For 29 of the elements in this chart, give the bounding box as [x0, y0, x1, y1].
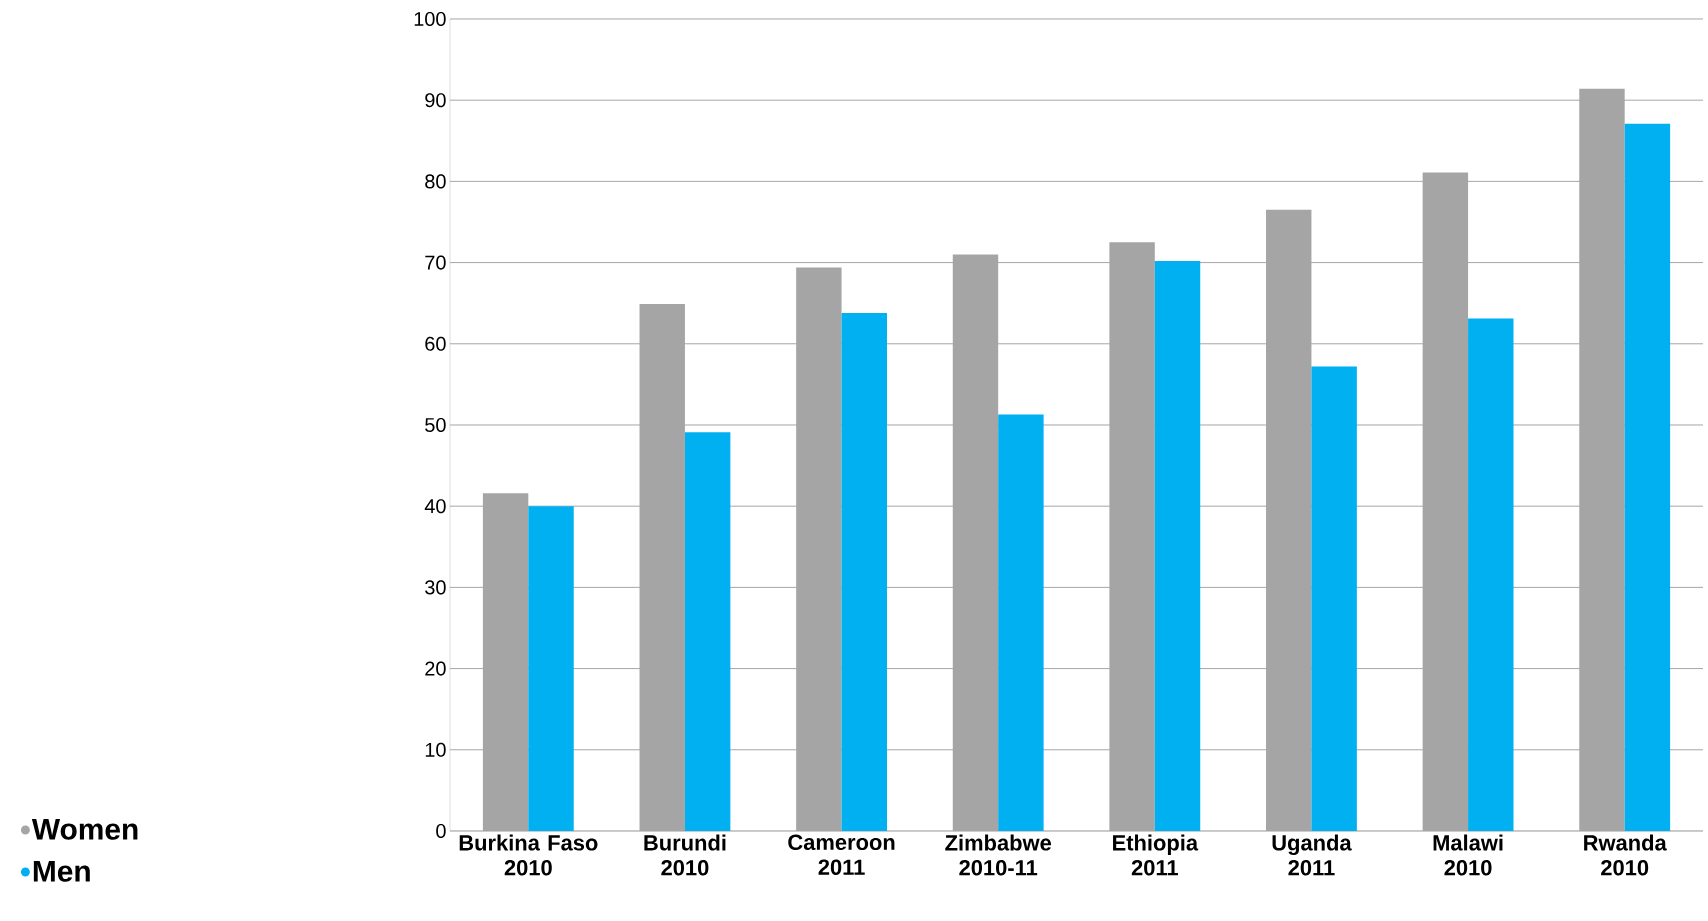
x-tick-label: Ethiopia 2011: [1113, 834, 1199, 876]
y-tick-label: 100: [414, 11, 446, 27]
bar: [528, 506, 574, 831]
x-tick-label: Cameroon 2011: [788, 834, 895, 875]
y-tick-label: 20: [425, 661, 446, 676]
bar: [684, 432, 731, 831]
bar: [1154, 260, 1201, 831]
y-tick-label: 90: [425, 93, 446, 108]
x-tick-label: Uganda 2011: [1272, 834, 1352, 876]
bar: [1624, 123, 1671, 831]
legend-label: Women: [31, 818, 138, 840]
x-tick-label: Burkina Faso 2010: [459, 834, 598, 876]
y-tick-label: 60: [425, 336, 446, 351]
bar: [998, 414, 1044, 831]
bar: [841, 312, 887, 831]
y-tick-label: 0: [436, 823, 446, 839]
bar: [1468, 318, 1514, 831]
y-tick-label: 50: [425, 417, 446, 433]
legend-label: Men: [33, 860, 90, 882]
x-tick-label: Zimbabwe 2010-11: [945, 834, 1052, 876]
y-tick-label: 70: [425, 255, 446, 270]
y-tick-label: 40: [424, 499, 446, 514]
y-tick-label: 30: [425, 580, 446, 595]
bar: [1311, 366, 1357, 831]
x-tick-label: Burundi 2010: [644, 834, 726, 876]
x-tick-label: Rwanda 2010: [1584, 834, 1667, 876]
y-tick-label: 80: [425, 174, 446, 189]
x-tick-label: Malawi 2010: [1433, 834, 1503, 876]
y-tick-label: 10: [425, 742, 446, 757]
